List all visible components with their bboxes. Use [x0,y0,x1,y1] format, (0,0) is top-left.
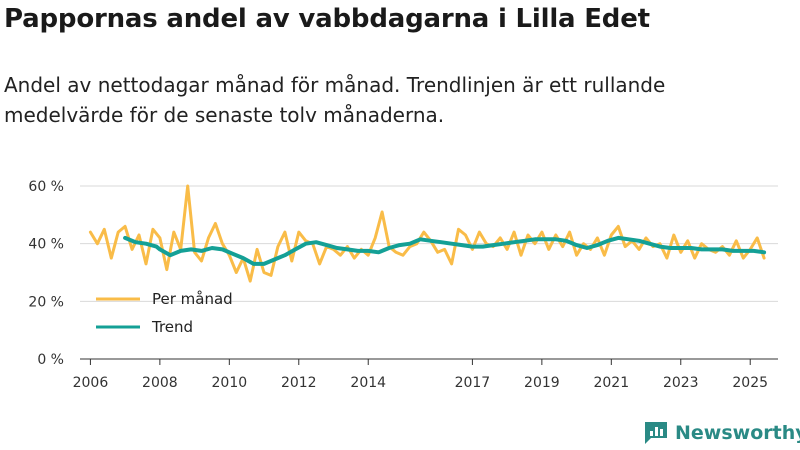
chart-subtitle: Andel av nettodagar månad för månad. Tre… [4,73,666,127]
y-tick-label: 20 % [28,294,64,310]
x-tick-label: 2012 [281,375,317,391]
x-tick-label: 2025 [732,375,768,391]
legend-trend-label: Trend [151,318,193,336]
x-tick-label: 2023 [663,375,699,391]
brand-logo: Newsworthy [643,419,800,447]
y-tick-label: 60 % [28,179,64,195]
series-line-per-manad [88,184,766,283]
x-tick-label: 2019 [524,375,560,391]
newsworthy-logo-icon [645,422,667,444]
x-tick-label: 2008 [142,375,178,391]
y-tick-label: 40 % [28,237,64,253]
chart-title: Pappornas andel av vabbdagarna i Lilla E… [4,4,650,34]
x-tick-label: 2010 [212,375,248,391]
x-tick-label: 2021 [593,375,629,391]
x-tick-label: 2017 [455,375,491,391]
x-tick-label: 2014 [350,375,386,391]
y-tick-label: 0 % [37,352,64,368]
legend-per-manad-label: Per månad [152,290,233,308]
x-tick-label: 2006 [73,375,109,391]
brand-name: Newsworthy [675,422,800,444]
series-line-trend [123,235,767,266]
